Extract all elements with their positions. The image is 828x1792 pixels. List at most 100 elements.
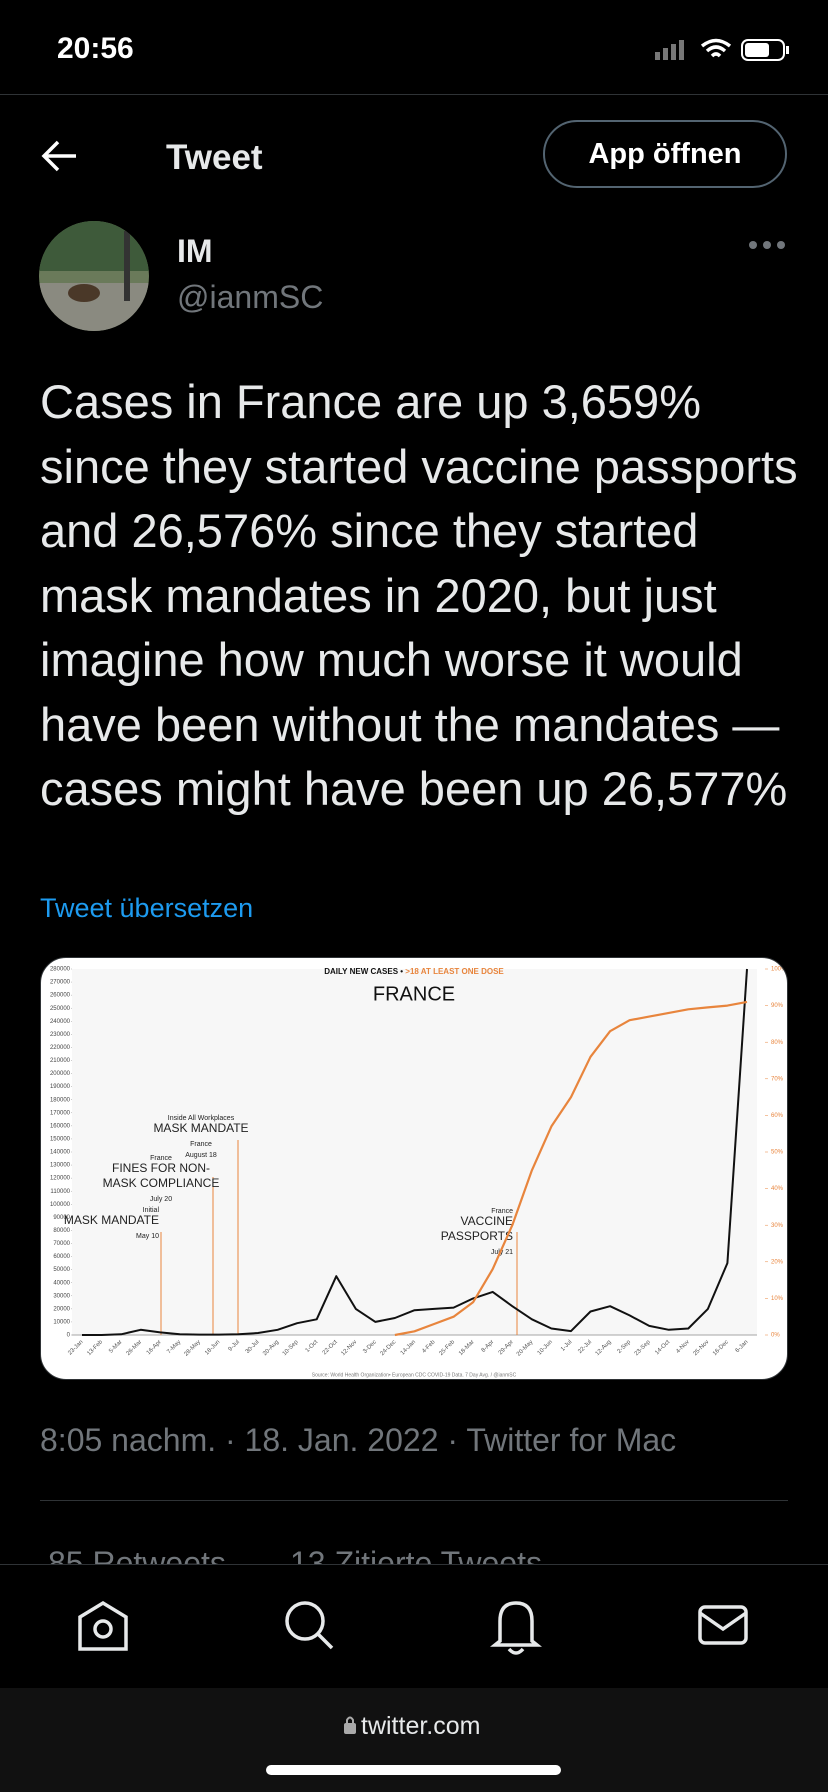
annotation-text: France xyxy=(150,1155,172,1162)
y2-tick-label: 20% xyxy=(771,1259,784,1265)
annotation-text: VACCINE xyxy=(461,1214,513,1228)
legend-entry: >18 AT LEAST ONE DOSE xyxy=(405,967,504,976)
y-tick-label: 50000 xyxy=(53,1267,70,1273)
annotation-text: MASK MANDATE xyxy=(153,1121,248,1135)
x-tick-label: 16-Dec xyxy=(712,1339,730,1357)
x-tick-label: 6-Jan xyxy=(735,1339,750,1354)
y-tick-label: 0 xyxy=(67,1333,71,1339)
home-indicator xyxy=(266,1765,561,1775)
annotation-text: August 18 xyxy=(185,1152,217,1159)
divider xyxy=(40,1500,788,1501)
y-tick-label: 230000 xyxy=(50,1032,71,1038)
y-tick-label: 110000 xyxy=(50,1189,70,1195)
translate-link[interactable]: Tweet übersetzen xyxy=(40,893,254,923)
y2-tick-label: 0% xyxy=(771,1333,780,1339)
y-tick-label: 120000 xyxy=(50,1176,71,1182)
y-tick-label: 270000 xyxy=(50,980,71,986)
x-tick-label: 12-Aug xyxy=(595,1339,613,1357)
annotation-text: FINES FOR NON- xyxy=(112,1161,210,1175)
x-tick-label: 8-Apr xyxy=(481,1339,496,1354)
tweet-text: Cases in France are up 3,659% since they… xyxy=(40,375,798,815)
more-button[interactable] xyxy=(748,240,786,250)
annotation-text: Inside All Workplaces xyxy=(168,1115,235,1122)
tab-bar xyxy=(0,1564,828,1689)
y2-tick-label: 90% xyxy=(771,1003,784,1009)
messages-icon[interactable] xyxy=(698,1605,748,1645)
search-icon[interactable] xyxy=(285,1601,325,1641)
annotation-text: MASK COMPLIANCE xyxy=(103,1176,220,1190)
y-tick-label: 90000 xyxy=(53,1215,70,1221)
y-tick-label: 70000 xyxy=(53,1241,70,1247)
x-tick-label: 22-Jul xyxy=(577,1339,593,1355)
x-tick-label: 2-Sep xyxy=(617,1339,633,1355)
x-tick-label: 20-May xyxy=(516,1339,534,1357)
status-time: 20:56 xyxy=(57,32,134,65)
divider xyxy=(0,94,828,95)
plot-background xyxy=(72,969,757,1335)
y-tick-label: 40000 xyxy=(53,1280,70,1286)
x-tick-label: 13-Feb xyxy=(86,1339,104,1357)
annotation-text: July 20 xyxy=(150,1196,172,1203)
x-tick-label: 1-Oct xyxy=(305,1339,320,1354)
user-name[interactable]: IM xyxy=(177,233,213,269)
x-tick-label: 22-Oct xyxy=(322,1339,339,1356)
x-tick-label: 25-Nov xyxy=(692,1339,710,1357)
y-tick-label: 180000 xyxy=(50,1097,71,1103)
chart: 0 10000 20000 30000 40000 50000 60000 70000 8000… xyxy=(50,967,787,1379)
y-tick-label: 100000 xyxy=(50,1202,71,1208)
y-tick-label: 10000 xyxy=(53,1320,70,1326)
y-tick-label: 80000 xyxy=(53,1228,70,1234)
header-title: Tweet xyxy=(166,138,263,177)
y2-tick-label: 70% xyxy=(771,1076,784,1082)
legend-entry: DAILY NEW CASES xyxy=(324,967,398,976)
annotation-text: Initial xyxy=(143,1207,160,1214)
envelope-flap xyxy=(699,1611,747,1632)
x-tick-label: 14-Jan xyxy=(400,1339,417,1356)
y-tick-label: 220000 xyxy=(50,1045,71,1051)
x-tick-label: 10-Jun xyxy=(537,1339,554,1356)
notifications-icon[interactable] xyxy=(490,1601,542,1655)
y-tick-label: 60000 xyxy=(53,1254,70,1260)
x-tick-label: 20-Aug xyxy=(262,1339,280,1357)
tweet-meta: 8:05 nachm. · 18. Jan. 2022 · Twitter fo… xyxy=(40,1422,677,1458)
y2-tick-label: 40% xyxy=(771,1186,784,1192)
tweet-media[interactable]: 0 10000 20000 30000 40000 50000 60000 70000 8000… xyxy=(40,957,788,1380)
tab-icons xyxy=(78,1600,748,1655)
annotation-text: France xyxy=(491,1208,513,1215)
y-tick-label: 170000 xyxy=(50,1110,71,1116)
y-tick-label: 240000 xyxy=(50,1019,71,1025)
y-tick-label: 190000 xyxy=(50,1084,71,1090)
x-tick-label: 28-May xyxy=(183,1339,201,1357)
legend-separator: • xyxy=(398,967,405,976)
series-line xyxy=(82,968,748,1336)
x-tick-label: 23-Sep xyxy=(634,1339,652,1357)
back-button[interactable] xyxy=(40,138,80,174)
search-handle xyxy=(316,1632,334,1650)
open-app-button[interactable]: App öffnen xyxy=(543,120,787,188)
y-tick-label: 210000 xyxy=(50,1058,71,1064)
home-icon[interactable] xyxy=(78,1600,128,1651)
x-tick-label: 24-Dec xyxy=(380,1339,398,1357)
avatar[interactable] xyxy=(39,221,149,331)
x-tick-label: 14-Oct xyxy=(654,1339,671,1356)
annotation-text: PASSPORTS xyxy=(441,1229,513,1243)
y2-tick-label: 10% xyxy=(771,1296,784,1302)
y2-tick-label: 60% xyxy=(771,1113,784,1119)
y2-tick-label: 30% xyxy=(771,1223,784,1229)
x-tick-label: 4-Nov xyxy=(675,1339,691,1355)
url[interactable]: twitter.com xyxy=(361,1712,481,1740)
x-tick-label: 1-Jul xyxy=(560,1339,573,1352)
x-tick-label: 9-Jul xyxy=(228,1339,241,1352)
status-icons xyxy=(655,38,789,61)
x-tick-label: 23-Jan xyxy=(67,1339,84,1356)
x-tick-label: 26-Mar xyxy=(126,1339,144,1357)
y2-tick-label: 80% xyxy=(771,1040,784,1046)
y-tick-label: 160000 xyxy=(50,1123,71,1129)
home-dot xyxy=(93,1619,113,1639)
user-handle[interactable]: @ianmSC xyxy=(177,279,324,315)
x-tick-label: 16-Apr xyxy=(146,1339,163,1356)
y-tick-label: 130000 xyxy=(50,1163,71,1169)
chart-source: Source: World Health Organization• Europ… xyxy=(312,1372,517,1378)
y-tick-label: 150000 xyxy=(50,1137,71,1143)
